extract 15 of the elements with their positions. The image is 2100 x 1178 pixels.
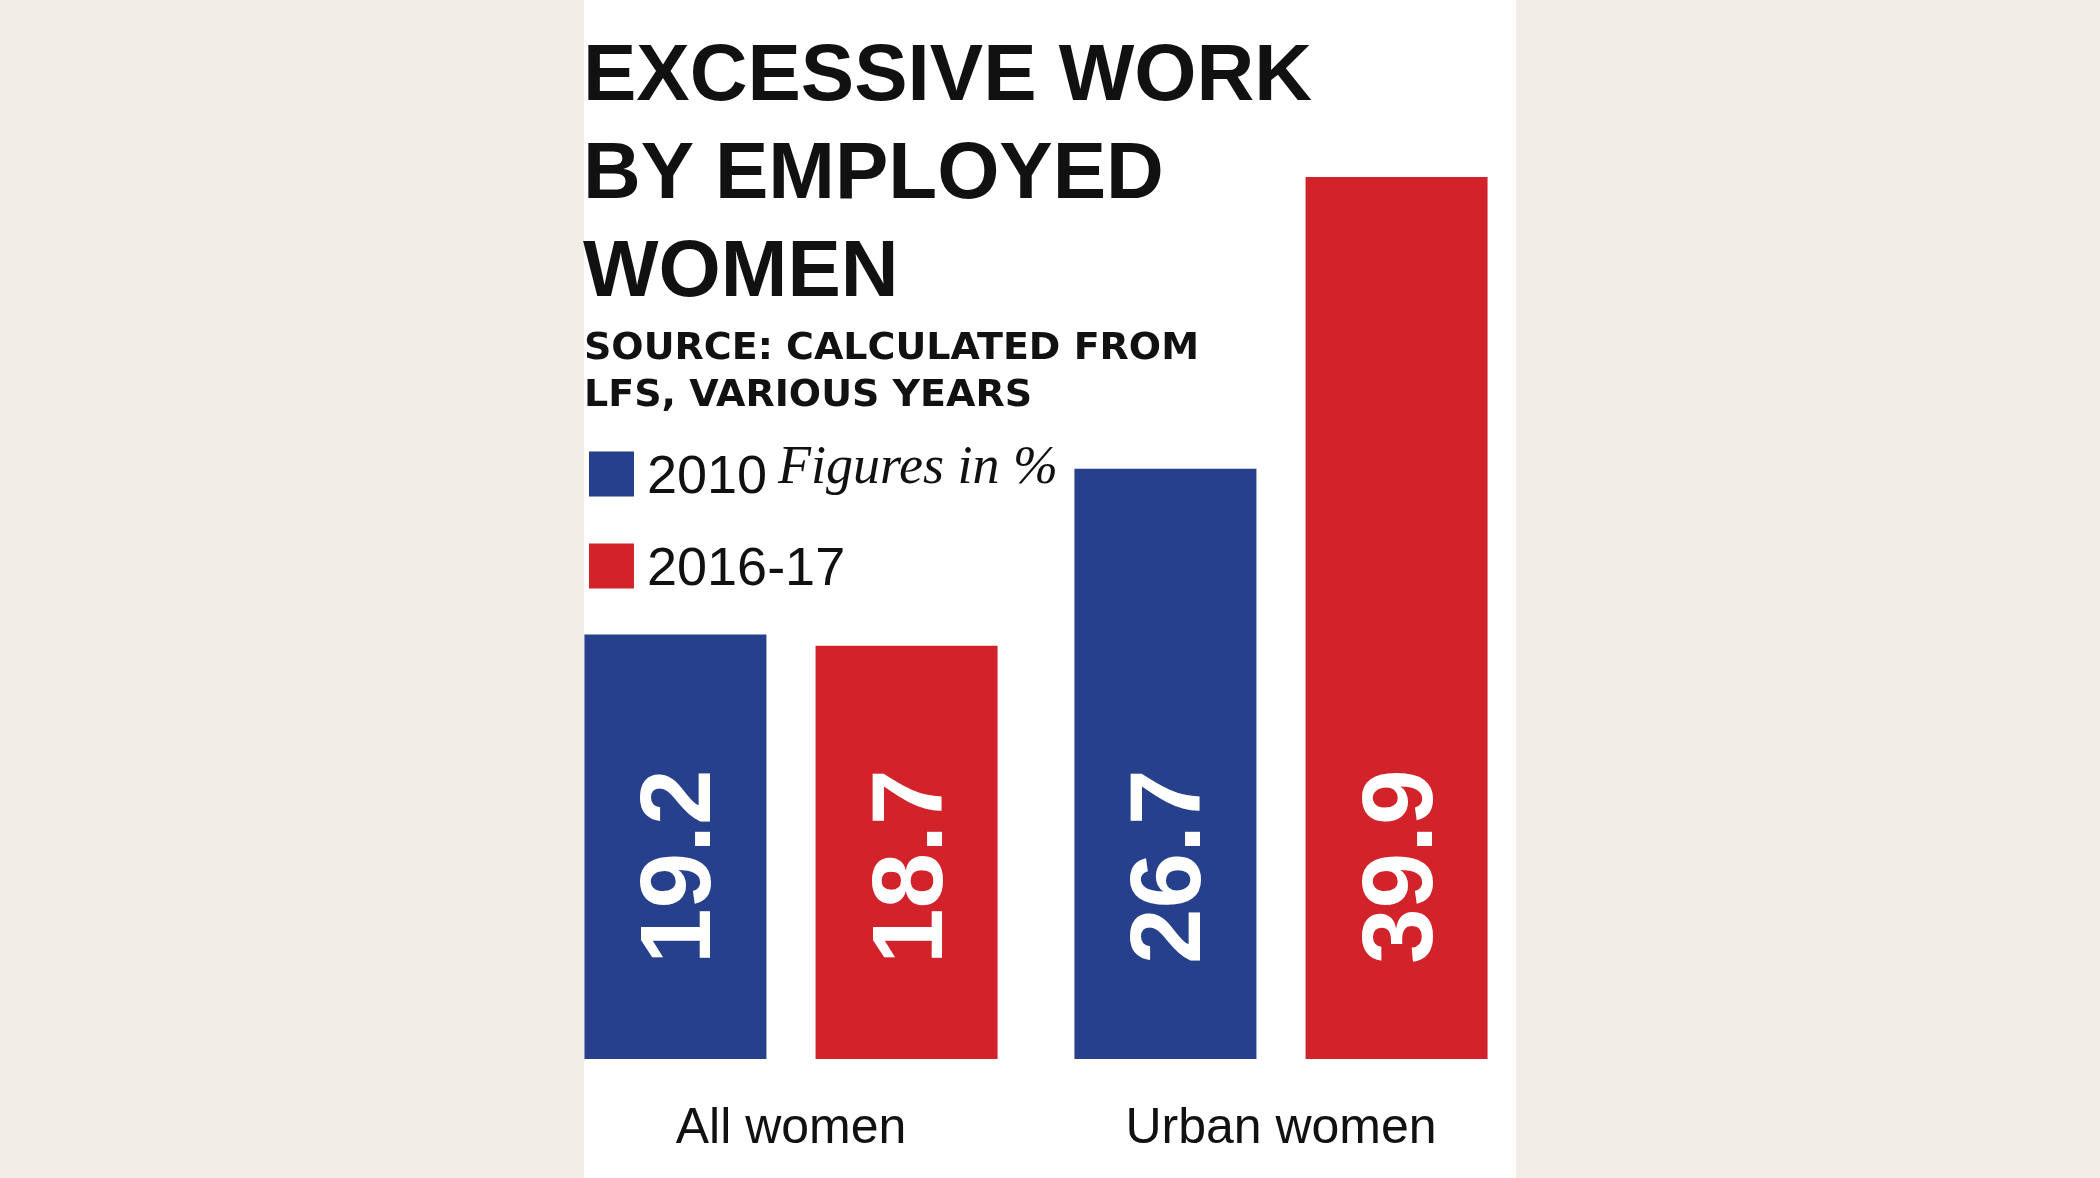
bar — [1074, 468, 1257, 1059]
data-label: 26.7 — [1109, 769, 1222, 964]
bar — [584, 634, 767, 1059]
data-label: 18.7 — [850, 769, 963, 964]
data-label: 39.9 — [1340, 769, 1453, 964]
x-tick-label: Urban women — [1125, 1098, 1437, 1154]
bar — [1305, 177, 1488, 1059]
bar — [815, 645, 998, 1059]
x-tick-label: All women — [675, 1098, 907, 1154]
annotation: Figures in % — [777, 435, 1058, 495]
chart-title: EXCESSIVE WORK BY EMPLOYED WOMEN — [583, 27, 1313, 313]
annotation: SOURCE: CALCULATED FROM LFS, VARIOUS YEARS — [584, 323, 1199, 415]
legend-label: 2010 — [647, 444, 768, 504]
legend-label: 2016-17 — [647, 536, 846, 596]
data-label: 19.2 — [619, 769, 732, 964]
